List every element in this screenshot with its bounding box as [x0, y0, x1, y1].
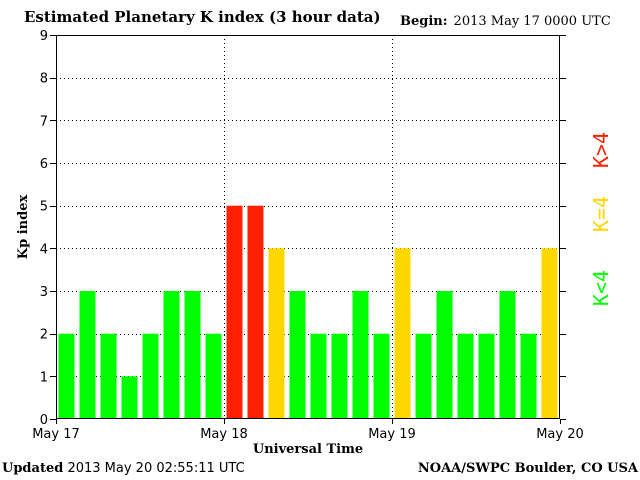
legend-item: K=4 — [589, 196, 613, 232]
begin-label: Begin: — [400, 14, 448, 29]
y-tick-label: 5 — [40, 200, 48, 215]
kp-bar — [436, 291, 453, 419]
chart-title: Estimated Planetary K index (3 hour data… — [24, 8, 381, 26]
x-axis-title: Universal Time — [253, 442, 363, 457]
kp-bar — [478, 333, 495, 419]
kp-bar — [394, 248, 411, 419]
y-tick-label: 9 — [40, 29, 48, 44]
kp-bar — [79, 291, 96, 419]
kp-bar — [142, 333, 159, 419]
kp-bar — [247, 205, 264, 419]
kp-bar — [373, 333, 390, 419]
begin-value: 2013 May 17 0000 UTC — [453, 14, 611, 29]
x-tick-label: May 20 — [536, 427, 584, 442]
kp-bar — [163, 291, 180, 419]
kp-bar — [352, 291, 369, 419]
kp-bar — [58, 333, 75, 419]
x-tick-label: May 18 — [200, 427, 248, 442]
updated-value: 2013 May 20 02:55:11 UTC — [67, 461, 245, 476]
legend-item: K<4 — [589, 270, 613, 306]
y-tick-label: 2 — [40, 328, 48, 343]
y-tick-label: 3 — [40, 285, 48, 300]
x-tick-label: May 17 — [32, 427, 80, 442]
updated-info: Updated 2013 May 20 02:55:11 UTC — [2, 461, 245, 476]
x-tick-label: May 19 — [368, 427, 416, 442]
plot-frame — [56, 35, 560, 419]
legend-item: K>4 — [589, 132, 613, 168]
kp-bar — [226, 205, 243, 419]
y-tick-label: 1 — [40, 370, 48, 385]
y-tick-label: 0 — [40, 413, 48, 428]
kp-bar — [289, 291, 306, 419]
kp-bar — [520, 333, 537, 419]
kp-bar — [457, 333, 474, 419]
kp-bar — [205, 333, 222, 419]
kp-bar — [310, 333, 327, 419]
kp-bar — [100, 333, 117, 419]
y-tick-label: 7 — [40, 114, 48, 129]
y-tick-label: 4 — [40, 242, 48, 257]
kp-bar — [499, 291, 516, 419]
kp-bar — [331, 333, 348, 419]
kp-bar — [184, 291, 201, 419]
kp-bar — [121, 376, 138, 419]
begin-info: Begin: 2013 May 17 0000 UTC — [400, 14, 611, 29]
y-tick-label: 6 — [40, 157, 48, 172]
kp-bar — [415, 333, 432, 419]
y-axis-title: Kp index — [16, 195, 31, 260]
y-tick-label: 8 — [40, 72, 48, 87]
updated-label: Updated — [2, 461, 64, 476]
kp-bar — [268, 248, 285, 419]
source-credit: NOAA/SWPC Boulder, CO USA — [417, 461, 638, 476]
kp-bar — [541, 248, 558, 419]
